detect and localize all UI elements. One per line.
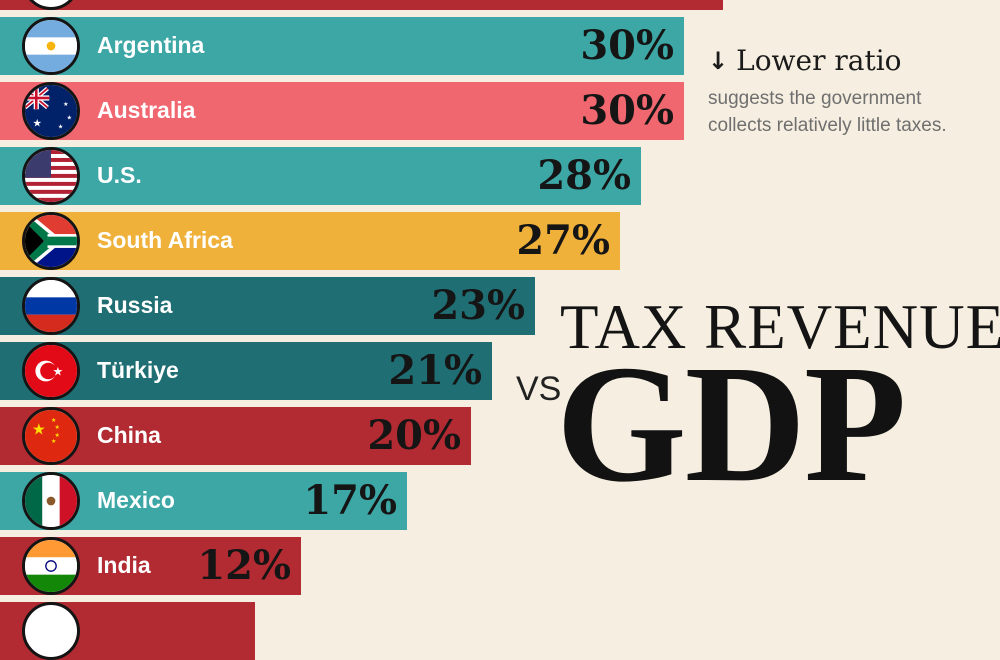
- us-flag-icon: [22, 147, 80, 205]
- down-arrow-icon: ↓: [708, 46, 729, 75]
- svg-text:★: ★: [51, 417, 56, 424]
- note-body: suggests the government collects relativ…: [708, 85, 998, 139]
- note-line-2: collects relatively little taxes.: [708, 115, 947, 136]
- value-label-china: 20%: [367, 412, 461, 459]
- country-label-china: China: [97, 422, 161, 448]
- flag-partial-bottom-icon: [22, 602, 80, 660]
- bar-u-s: [0, 147, 641, 205]
- bar-turkiye: [0, 342, 492, 400]
- india-flag-icon: [22, 537, 80, 595]
- value-label-australia: 30%: [580, 87, 674, 134]
- russia-flag-icon: [22, 277, 80, 335]
- country-label-mexico: Mexico: [97, 487, 175, 513]
- svg-text:★: ★: [32, 421, 46, 438]
- country-label-india: India: [97, 552, 151, 578]
- value-label-u-s: 28%: [537, 152, 631, 199]
- value-label-india: 12%: [197, 542, 291, 589]
- bar-russia: [0, 277, 535, 335]
- bar-australia: [0, 82, 684, 140]
- title-vs: VS: [516, 370, 562, 408]
- note-title: ↓ Lower ratio: [708, 44, 998, 77]
- value-label-argentina: 30%: [580, 22, 674, 69]
- argentina-flag-icon: [22, 17, 80, 75]
- svg-text:★: ★: [54, 432, 59, 439]
- value-label-turkiye: 21%: [388, 347, 482, 394]
- country-label-u-s: U.S.: [97, 162, 142, 188]
- country-label-south-africa: South Africa: [97, 227, 233, 253]
- mexico-flag-icon: [22, 472, 80, 530]
- bar-partial-top: [0, 0, 723, 10]
- value-label-mexico: 17%: [303, 477, 397, 524]
- country-label-argentina: Argentina: [97, 32, 205, 58]
- country-label-australia: Australia: [97, 97, 196, 123]
- note-line-1: suggests the government: [708, 88, 922, 109]
- svg-text:★: ★: [63, 101, 68, 108]
- value-label-russia: 23%: [431, 282, 525, 329]
- value-label-south-africa: 27%: [516, 217, 610, 264]
- turkiye-flag-icon: ★: [22, 342, 80, 400]
- svg-text:★: ★: [52, 364, 63, 378]
- south-africa-flag-icon: [22, 212, 80, 270]
- bar-chart: Argentina 30% ★ ★ ★ ★ Australia 30% U.S. 28% South…: [0, 0, 723, 660]
- lower-ratio-note: ↓ Lower ratio suggests the government co…: [708, 44, 998, 139]
- svg-text:★: ★: [32, 119, 41, 130]
- title-tax-revenue: TAX REVENUE: [560, 292, 1000, 362]
- svg-text:★: ★: [51, 438, 56, 445]
- australia-flag-icon: ★ ★ ★ ★: [22, 82, 80, 140]
- svg-text:★: ★: [67, 115, 72, 122]
- title-gdp: GDP: [556, 331, 907, 517]
- svg-text:★: ★: [58, 123, 63, 130]
- country-label-turkiye: Türkiye: [97, 357, 179, 383]
- note-title-text: Lower ratio: [736, 44, 902, 77]
- bar-argentina: [0, 17, 684, 75]
- bar-south-africa: [0, 212, 620, 270]
- svg-text:★: ★: [54, 424, 59, 431]
- china-flag-icon: ★ ★ ★ ★ ★: [22, 407, 80, 465]
- country-label-russia: Russia: [97, 292, 173, 318]
